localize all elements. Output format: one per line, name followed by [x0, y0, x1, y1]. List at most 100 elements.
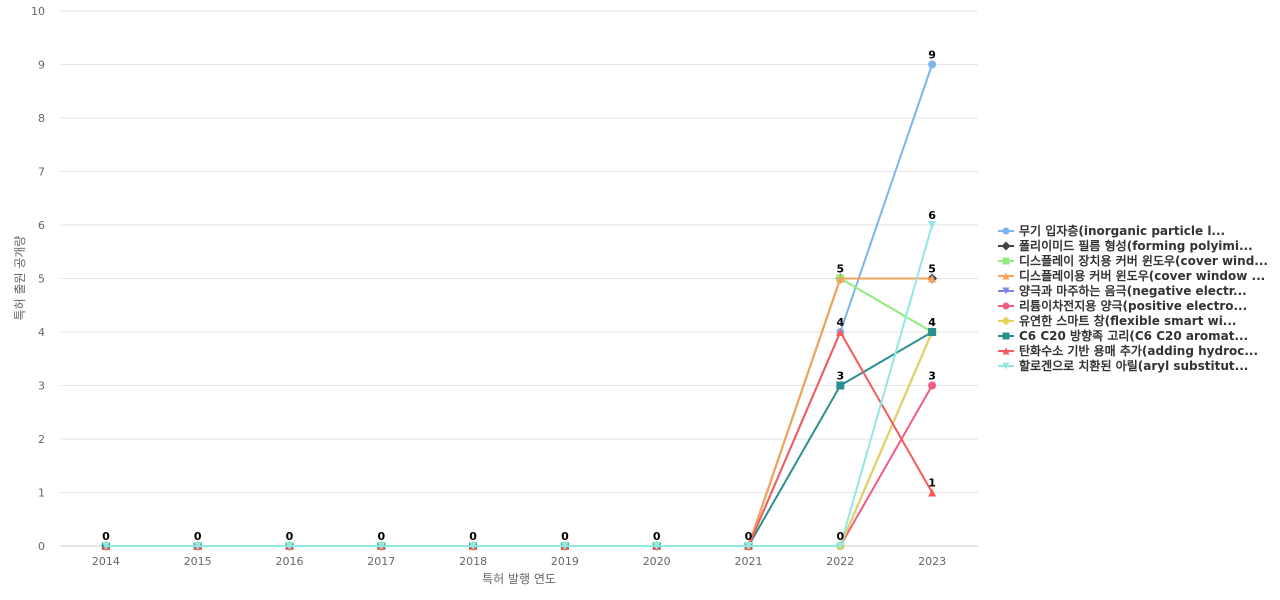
x-tick-label: 2018	[459, 555, 487, 568]
y-axis-title: 특허 출원 공개량	[13, 236, 27, 321]
legend-item: 할로겐으로 치환된 아릴(aryl substitut...	[998, 358, 1248, 373]
legend-marker	[1002, 347, 1010, 355]
legend-label: 탄화수소 기반 용매 추가(adding hydroc...	[1019, 343, 1258, 358]
legend-item: 양극과 마주하는 음극(negative electr...	[998, 283, 1247, 298]
series-2	[100, 273, 938, 551]
series-6	[101, 381, 937, 550]
data-label: 0	[286, 530, 294, 543]
legend-label: 디스플레이용 커버 윈도우(cover window ...	[1019, 268, 1265, 283]
legend-marker	[1002, 257, 1010, 265]
x-tick-label: 2020	[643, 555, 671, 568]
legend-label: 유연한 스마트 창(flexible smart wi...	[1019, 313, 1236, 328]
series-line	[105, 277, 933, 547]
series-line	[105, 385, 933, 547]
data-point	[928, 60, 937, 69]
data-point	[469, 542, 478, 550]
y-tick-label: 10	[31, 5, 45, 18]
data-labels: 0 0 0 0 0 0 0 0 5 4 3 0 9 6 5 4 3 1	[102, 49, 936, 544]
series-1	[101, 60, 937, 550]
legend-marker	[1001, 316, 1011, 326]
legend-item: 리튬이차전지용 양극(positive electro...	[998, 298, 1247, 313]
x-tick-label: 2019	[551, 555, 579, 568]
x-axis-title: 특허 발행 연도	[482, 571, 556, 586]
data-label: 3	[928, 370, 936, 383]
x-tick-label: 2014	[92, 555, 120, 568]
y-tick-label: 9	[38, 59, 45, 72]
x-tick-label: 2015	[184, 555, 212, 568]
legend-item: 무기 입자층(inorganic particle l...	[998, 223, 1225, 238]
data-label: 6	[928, 209, 936, 222]
legend-item: 디스플레이 장치용 커버 윈도우(cover wind...	[998, 253, 1268, 268]
data-label: 0	[469, 530, 477, 543]
data-point	[928, 488, 937, 497]
data-label: 0	[836, 530, 844, 543]
y-tick-label: 1	[38, 487, 45, 500]
data-point	[377, 542, 386, 550]
legend-label: 디스플레이 장치용 커버 윈도우(cover wind...	[1019, 253, 1268, 268]
legend-marker	[1002, 332, 1010, 340]
data-label: 4	[836, 316, 844, 329]
legend-label: 할로겐으로 치환된 아릴(aryl substitut...	[1019, 358, 1248, 373]
data-point	[928, 274, 937, 283]
y-tick-label: 5	[38, 273, 45, 286]
y-tick-label: 2	[38, 433, 45, 446]
y-tick-label: 6	[38, 219, 45, 232]
data-label: 4	[928, 316, 936, 329]
data-point	[836, 328, 845, 336]
y-tick-label: 7	[38, 166, 45, 179]
data-point	[836, 381, 845, 390]
legend: 무기 입자층(inorganic particle l...폴리이미드 필름 형…	[998, 223, 1268, 373]
series-line	[105, 277, 933, 547]
data-point	[928, 381, 937, 390]
data-point	[836, 542, 845, 550]
data-label: 0	[377, 530, 385, 543]
data-point	[928, 328, 937, 336]
data-point	[285, 542, 294, 550]
y-tick-label: 0	[38, 540, 45, 553]
data-point	[928, 221, 937, 229]
legend-label: 폴리이미드 필름 형성(forming polyimi...	[1019, 238, 1253, 253]
series-line	[105, 64, 934, 547]
legend-marker	[1002, 302, 1010, 310]
data-label: 0	[561, 530, 569, 543]
legend-item: 폴리이미드 필름 형성(forming polyimi...	[998, 238, 1253, 253]
y-tick-label: 4	[38, 326, 45, 339]
data-point	[836, 274, 845, 283]
x-tick-label: 2016	[276, 555, 304, 568]
y-tick-label: 8	[38, 112, 45, 125]
data-label: 5	[928, 263, 936, 276]
series-line	[105, 277, 933, 547]
series-lines	[100, 60, 938, 551]
legend-item: 디스플레이용 커버 윈도우(cover window ...	[998, 268, 1265, 283]
x-tick-label: 2023	[918, 555, 946, 568]
data-label: 1	[928, 477, 936, 490]
legend-marker	[1002, 287, 1010, 295]
legend-marker	[1002, 362, 1010, 370]
data-label: 5	[836, 263, 844, 276]
data-label: 0	[745, 530, 753, 543]
legend-marker	[1002, 227, 1010, 235]
data-point	[744, 542, 753, 550]
x-axis-ticks: 2014 2015 2016 2017 2018 2019 2020 2021 2022 2023	[92, 555, 946, 568]
data-point	[560, 542, 569, 550]
series-4	[101, 274, 937, 550]
y-axis-ticks: 0 1 2 3 4 5 6 7 8 9 10	[31, 5, 45, 553]
data-label: 0	[194, 530, 202, 543]
legend-label: 양극과 마주하는 음극(negative electr...	[1019, 283, 1247, 298]
legend-label: 무기 입자층(inorganic particle l...	[1019, 223, 1225, 238]
legend-item: C6 C20 방향족 고리(C6 C20 aromat...	[998, 328, 1248, 343]
gridlines	[60, 10, 978, 547]
data-label: 0	[653, 530, 661, 543]
legend-label: C6 C20 방향족 고리(C6 C20 aromat...	[1019, 328, 1248, 343]
x-tick-label: 2022	[826, 555, 854, 568]
series-line	[105, 224, 934, 547]
data-point	[652, 542, 661, 550]
legend-label: 리튬이차전지용 양극(positive electro...	[1019, 298, 1247, 313]
legend-item: 유연한 스마트 창(flexible smart wi...	[998, 313, 1236, 328]
legend-item: 탄화수소 기반 용매 추가(adding hydroc...	[998, 343, 1258, 358]
data-label: 9	[928, 49, 936, 62]
data-point	[101, 542, 110, 550]
legend-marker	[1001, 241, 1011, 251]
x-tick-label: 2017	[367, 555, 395, 568]
